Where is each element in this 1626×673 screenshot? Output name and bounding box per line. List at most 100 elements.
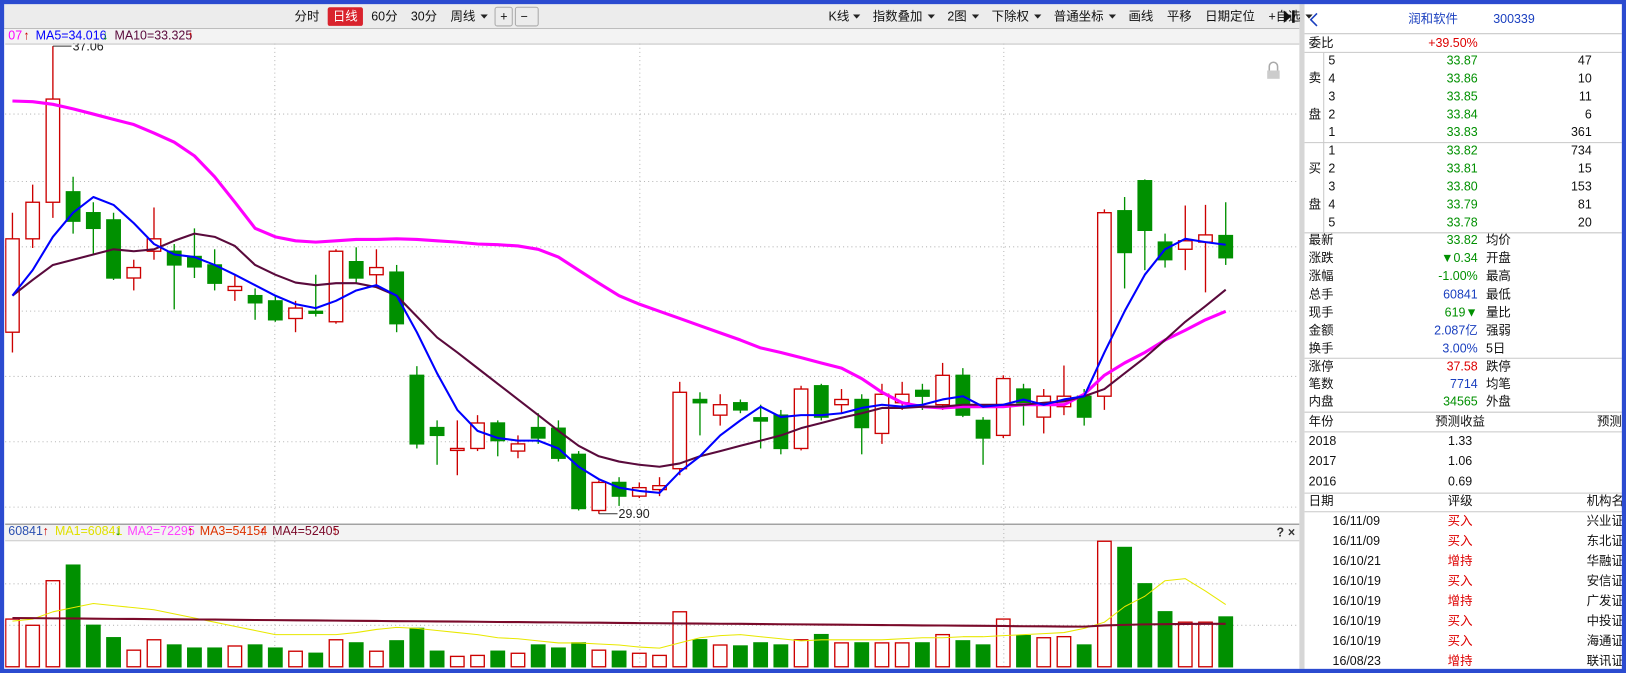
toolbar-button[interactable]: 60分 (366, 7, 403, 26)
volume: 6 (1585, 107, 1592, 121)
cell: 16/10/19 (1333, 574, 1381, 588)
legend-arrow: ↓ (102, 29, 108, 43)
toolbar-button[interactable]: 2图 (942, 7, 983, 26)
button-label: 2图 (947, 9, 966, 23)
volume-chart (5, 540, 1234, 668)
toolbar-button[interactable]: 普通坐标 (1049, 7, 1121, 26)
price: 33.80 (1447, 180, 1478, 194)
legend-bar (5, 29, 1300, 44)
volume-bar (874, 642, 890, 668)
volume-bar (146, 639, 162, 668)
end-bar (1292, 10, 1295, 23)
cell: 16/10/19 (1333, 594, 1381, 608)
lock-icon[interactable] (1267, 61, 1280, 79)
level: 4 (1328, 197, 1335, 211)
toolbar-button[interactable]: 日线 (327, 7, 363, 26)
rating: 买入 (1448, 614, 1473, 628)
volume-bar (1056, 635, 1072, 668)
legend-arrow: ↑ (187, 524, 193, 538)
candle-body (1036, 395, 1052, 418)
candle-body (1096, 212, 1112, 397)
button-label: + (500, 9, 507, 23)
candle-body (1076, 395, 1092, 418)
cell: 联讯证 (1587, 654, 1624, 668)
cell: 海通证 (1587, 633, 1624, 648)
volume-bar (389, 640, 405, 668)
field-label: 内盘 (1309, 394, 1334, 409)
toolbar-button[interactable]: − (514, 6, 539, 27)
end-button[interactable] (1283, 10, 1295, 23)
high-label: 37.06 (73, 39, 104, 53)
volume-bar (854, 642, 870, 668)
button-label: 普通坐标 (1054, 9, 1104, 23)
volume-bar (753, 642, 769, 668)
toolbar-button[interactable]: 分时 (289, 7, 324, 26)
legend-label: MA10=33.325 (114, 29, 192, 43)
toolbar-button[interactable]: 平移 (1162, 7, 1197, 26)
candle-body (1218, 234, 1234, 259)
panel-button[interactable]: ? (1277, 525, 1285, 539)
field-label: 5日 (1486, 342, 1505, 356)
rating: 买入 (1448, 574, 1473, 588)
volume-bar (914, 642, 930, 668)
candle-body (267, 300, 283, 321)
toolbar-button[interactable]: +自选 (1263, 7, 1317, 26)
column-header: 预测收益 (1435, 414, 1485, 428)
price: 33.87 (1447, 53, 1478, 67)
field-value: 33.82 (1447, 233, 1478, 247)
field-label: 委比 (1309, 36, 1334, 50)
volume-bar (1036, 637, 1052, 668)
field-label: 跌停 (1486, 358, 1511, 373)
field-label: 最低 (1486, 287, 1511, 301)
stock-code: 300339 (1493, 12, 1535, 26)
volume-bar (227, 645, 243, 668)
volume-bar (793, 639, 809, 668)
volume-bar (449, 655, 465, 668)
candle-body (813, 385, 829, 418)
button-label: K线 (829, 9, 850, 23)
candle-body (288, 307, 303, 320)
button-label: 分时 (295, 9, 320, 23)
field-label: 现手 (1309, 305, 1334, 319)
volume-bar (65, 564, 81, 668)
field-label: 换手 (1309, 342, 1334, 356)
ma-line (11, 232, 1227, 468)
candle-body (45, 98, 61, 203)
toolbar-button[interactable]: + (494, 6, 513, 27)
toolbar-button[interactable]: 下除权 (986, 7, 1045, 26)
back-icon[interactable] (1309, 12, 1318, 27)
candle-body (753, 417, 769, 422)
candle-body (369, 266, 384, 276)
candle-body (1117, 210, 1133, 254)
toolbar-button[interactable]: 指数叠加 (868, 7, 940, 26)
volume: 153 (1571, 180, 1592, 194)
legend-label: MA4=52405 (272, 524, 340, 538)
dropdown-arrow (1108, 14, 1117, 19)
toolbar-button[interactable]: 日期定位 (1200, 7, 1260, 26)
cell: 16/08/23 (1333, 654, 1381, 668)
cell: 安信证 (1587, 573, 1624, 588)
toolbar-button[interactable]: 30分 (406, 7, 443, 26)
lock-body (1267, 70, 1280, 79)
volume-bar (1218, 616, 1234, 668)
level: 1 (1328, 144, 1335, 158)
button-label: − (521, 9, 528, 23)
field-label: 涨跌 (1309, 250, 1334, 265)
toolbar-button[interactable]: 画线 (1123, 7, 1158, 26)
field-value: 34565 (1443, 395, 1478, 409)
candle-body (227, 285, 243, 292)
candle-body (834, 398, 849, 406)
volume-bar (308, 652, 324, 668)
toolbar (4, 4, 1300, 30)
cell: 中投证 (1587, 613, 1624, 628)
toolbar-button[interactable]: 周线 (445, 7, 492, 26)
level: 5 (1328, 215, 1335, 229)
side-label: 盘 (1309, 197, 1321, 212)
panel-button[interactable]: × (1288, 525, 1295, 539)
cell: 16/10/19 (1333, 634, 1381, 648)
field-value: 2.087亿 (1434, 323, 1478, 338)
toolbar-button[interactable]: K线 (823, 7, 864, 26)
button-bg (514, 6, 539, 27)
price-chart: 37.06 29.90 (5, 39, 1234, 521)
